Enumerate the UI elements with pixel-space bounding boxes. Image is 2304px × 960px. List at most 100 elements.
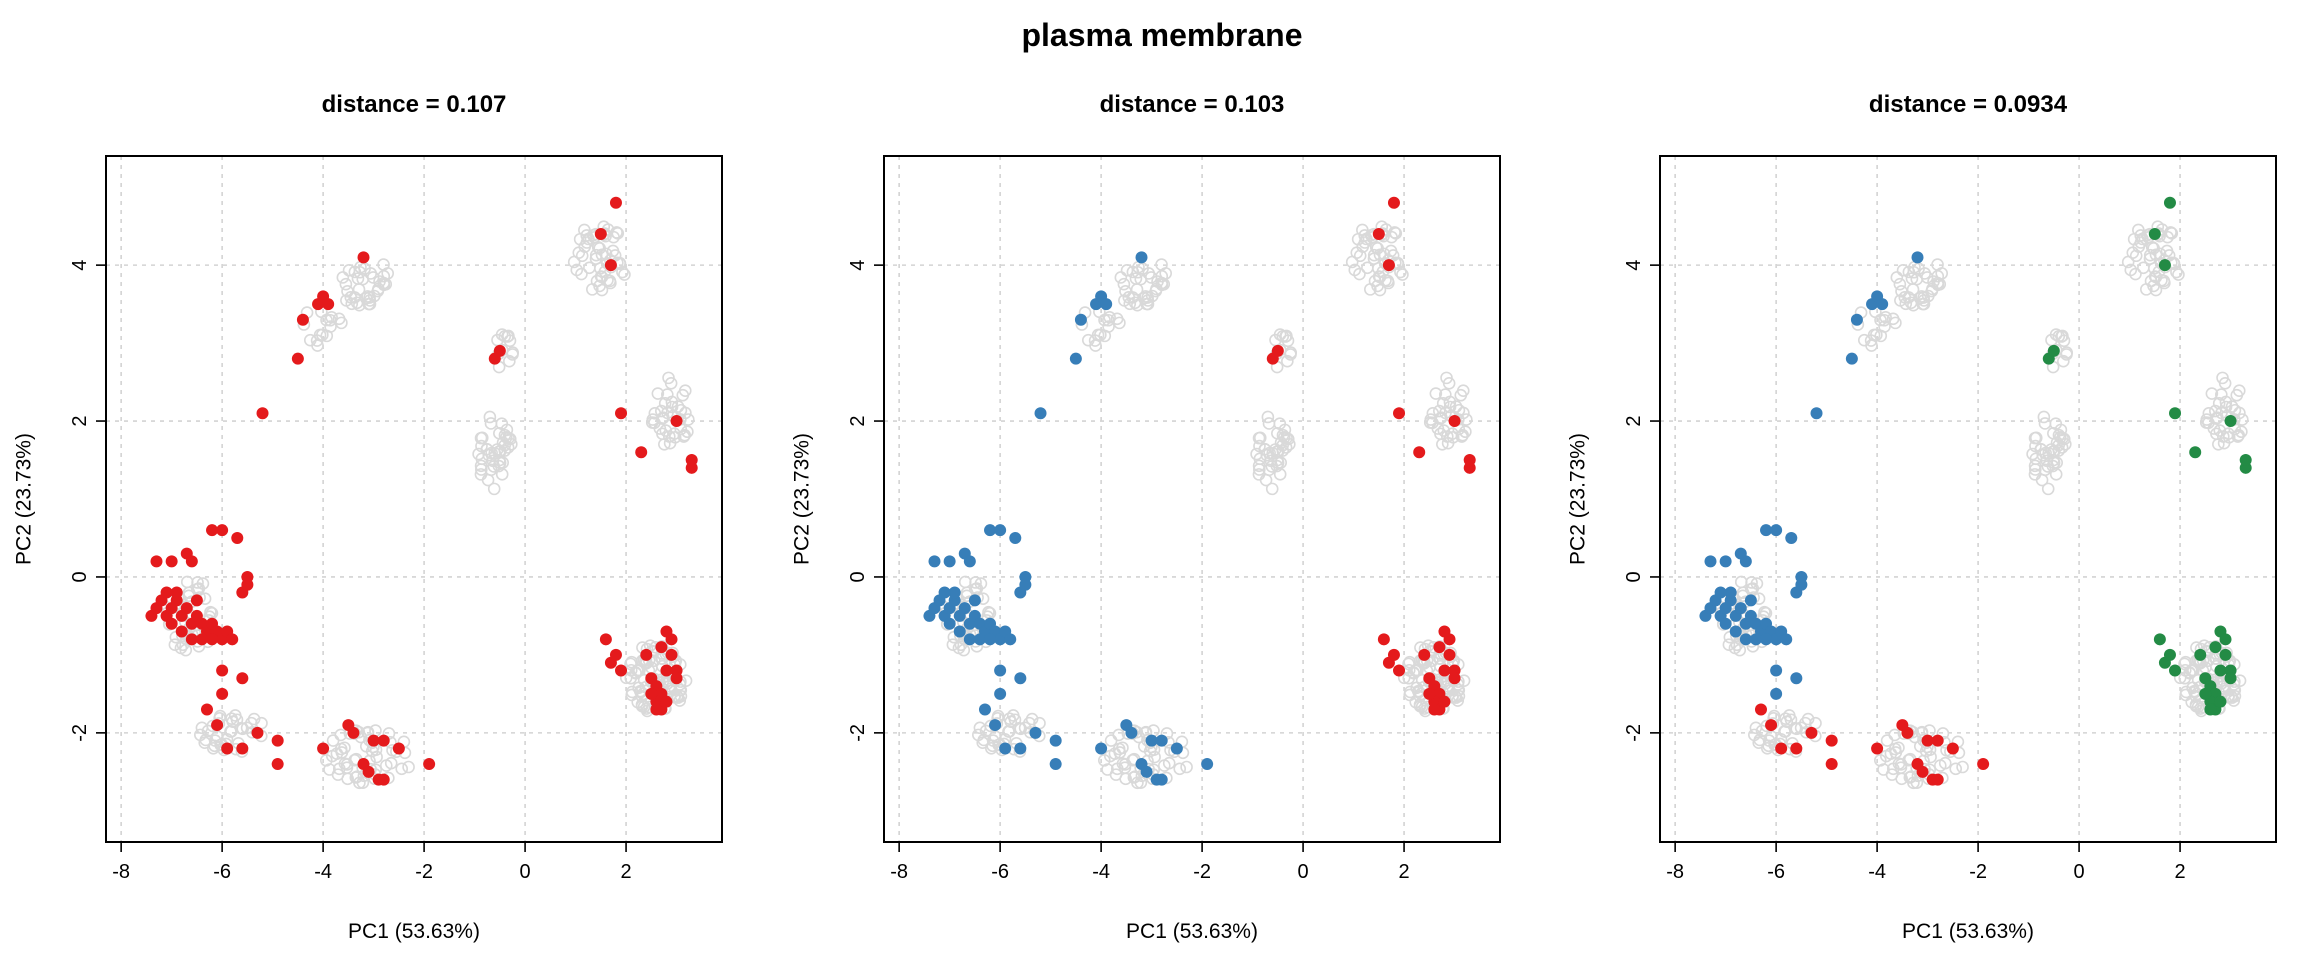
background-point [2060, 346, 2074, 359]
background-point [1439, 388, 1452, 401]
marker-point-series-1 [635, 446, 648, 459]
background-point [331, 768, 345, 781]
background-point [1746, 582, 1760, 595]
background-point [1722, 638, 1736, 651]
marker-point-series-1 [994, 687, 1007, 700]
marker-point-series-2 [1790, 742, 1803, 755]
marker-point-series-1 [1140, 765, 1153, 778]
marker-point-series-1 [1790, 672, 1803, 685]
background-point [952, 641, 966, 655]
background-point [658, 438, 671, 451]
background-point [653, 422, 667, 435]
background-point [247, 712, 261, 726]
background-point [1734, 575, 1748, 589]
background-point [1173, 762, 1187, 776]
background-point [1460, 413, 1473, 426]
marker-point-series-1 [185, 555, 198, 568]
background-point [1261, 410, 1275, 424]
marker-point-series-1 [1145, 734, 1158, 747]
background-point [1270, 459, 1284, 473]
marker-point-series-1 [206, 524, 219, 537]
marker-point-series-3 [2219, 633, 2232, 646]
marker-point-series-1 [296, 313, 309, 326]
background-point [2149, 248, 2163, 262]
background-point [1373, 248, 1387, 262]
marker-point-series-1 [1100, 298, 1113, 311]
background-point [979, 724, 993, 738]
background-point [361, 290, 374, 303]
background-point [500, 423, 514, 437]
scatter-panel-1: -8 -6 -4 -2 0 2 -2 0 2 4 distance = 0.107 PC1 (53.6… [13, 91, 723, 943]
background-point [2127, 232, 2141, 246]
background-point [395, 762, 409, 776]
x-tick-label: 2 [1399, 861, 1410, 883]
background-point [1134, 776, 1148, 789]
marker-point-series-1 [1095, 742, 1108, 755]
background-point [1934, 759, 1947, 772]
marker-point-series-2 [1377, 633, 1390, 646]
background-point [1435, 411, 1448, 425]
background-point [332, 762, 346, 776]
background-point [1880, 734, 1894, 747]
y-tick-label: -2 [1623, 724, 1645, 742]
background-point [618, 268, 631, 281]
marker-point-series-1 [1170, 742, 1183, 755]
marker-point-series-2 [1413, 446, 1426, 459]
marker-point-series-2 [1443, 633, 1456, 646]
marker-point-series-1 [185, 633, 198, 646]
marker-point-series-1 [660, 695, 673, 708]
background-point [364, 267, 378, 280]
background-point [332, 312, 346, 326]
x-tick-label: -4 [314, 861, 332, 883]
background-point [484, 463, 498, 477]
background-point [575, 267, 588, 281]
marker-point-series-1 [1019, 578, 1032, 591]
panel-title: distance = 0.0934 [1869, 91, 2068, 118]
scatter-panel-2: -8 -6 -4 -2 0 2 -2 0 2 4 distance = 0.103 PC1 (53.6… [791, 91, 1501, 943]
marker-point-series-1 [160, 586, 173, 599]
background-point [651, 387, 665, 400]
background-point [502, 329, 515, 343]
marker-point-series-1 [943, 617, 956, 630]
background-point [637, 700, 651, 714]
marker-point-series-2 [1387, 196, 1400, 209]
marker-point-series-1 [165, 555, 178, 568]
marker-point-series-3 [2169, 664, 2182, 677]
marker-point-series-1 [362, 765, 375, 778]
background-point [2140, 283, 2153, 296]
marker-point-series-1 [1850, 313, 1863, 326]
marker-point-series-1 [216, 524, 229, 537]
marker-point-series-1 [963, 555, 976, 568]
marker-point-series-1 [1719, 617, 1732, 630]
background-point [480, 443, 494, 456]
marker-point-series-1 [1034, 407, 1047, 420]
x-tick-label: -8 [1666, 861, 1684, 883]
background-point [373, 275, 386, 288]
background-point [492, 445, 506, 458]
background-point [1158, 759, 1171, 772]
marker-point-series-3 [2209, 641, 2222, 654]
background-point [1455, 430, 1469, 443]
background-point [583, 261, 596, 275]
marker-point-series-1 [640, 648, 653, 661]
background-point [1893, 277, 1907, 291]
marker-point-series-1 [609, 648, 622, 661]
marker-point-series-1 [1795, 578, 1808, 591]
marker-point-series-1 [1049, 758, 1062, 771]
background-point [575, 249, 589, 263]
background-point [492, 459, 506, 473]
background-point [970, 582, 984, 595]
background-point [658, 396, 672, 410]
marker-point-series-1 [958, 602, 971, 615]
background-point [2129, 267, 2142, 281]
marker-point-series-1 [1876, 298, 1889, 311]
background-point [1271, 427, 1284, 440]
figure-title: plasma membrane [1021, 17, 1302, 53]
background-point [1394, 265, 1407, 279]
y-tick-label: -2 [69, 724, 91, 742]
marker-point-series-2 [1428, 703, 1441, 716]
background-point [2041, 482, 2055, 496]
background-point [2228, 683, 2242, 697]
background-point [1436, 396, 1450, 410]
background-point [1446, 430, 1460, 444]
